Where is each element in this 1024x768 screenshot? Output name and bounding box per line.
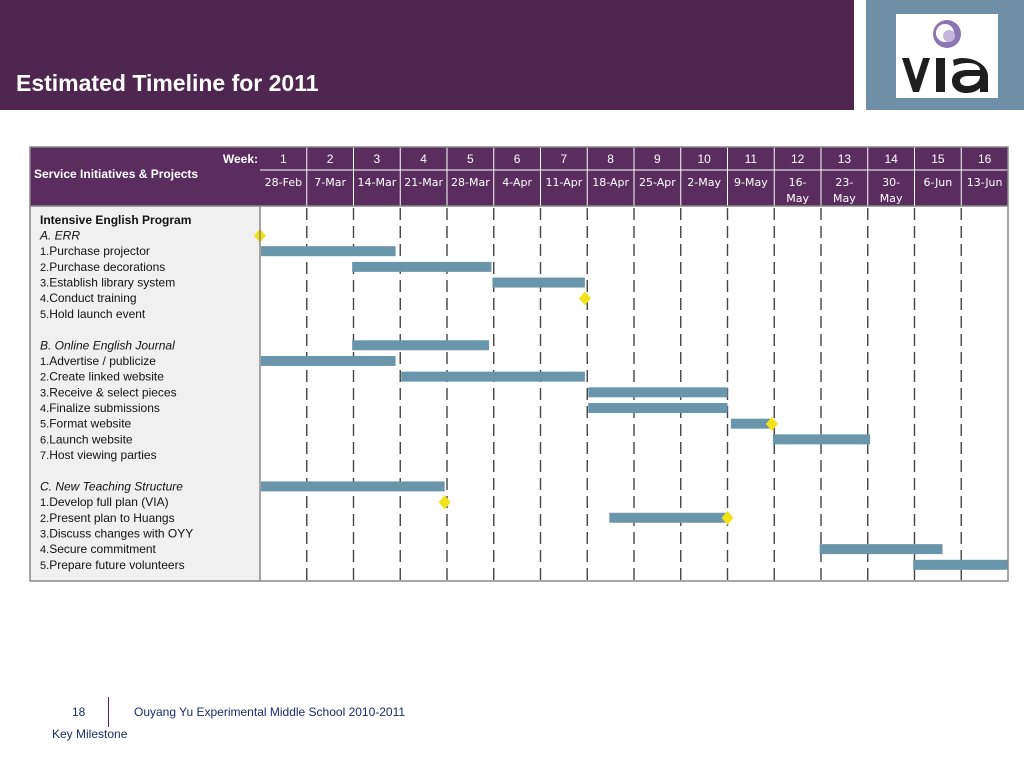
- row-label: B. Online English Journal: [40, 338, 175, 352]
- row-label: 3.Discuss changes with OYY: [40, 526, 193, 540]
- week-date: 18-Apr: [592, 176, 629, 189]
- timeline-bar: [609, 512, 728, 523]
- via-logo-text: [902, 58, 988, 93]
- week-number: 11: [745, 152, 758, 166]
- week-number: 5: [467, 152, 474, 166]
- timeline-bar: [261, 481, 445, 492]
- week-date: 2-May: [687, 176, 721, 189]
- header-banner: [0, 0, 854, 110]
- week-date: 9-May: [734, 176, 768, 189]
- week-number: 16: [978, 152, 992, 166]
- week-number: 8: [607, 152, 614, 166]
- week-number: 14: [884, 152, 898, 166]
- row-label: 4.Finalize submissions: [40, 401, 160, 415]
- week-date: May: [833, 192, 856, 205]
- week-number: 6: [514, 152, 521, 166]
- week-number: 7: [561, 152, 568, 166]
- row-label: 1.Advertise / publicize: [40, 354, 156, 368]
- week-date: 4-Apr: [502, 176, 532, 189]
- week-number: 4: [420, 152, 427, 166]
- week-date: 7-Mar: [314, 176, 346, 189]
- timeline-bar: [492, 277, 585, 288]
- timeline-bar: [730, 418, 772, 429]
- week-date: 14-Mar: [358, 176, 397, 189]
- week-number: 1: [280, 152, 287, 166]
- week-date: 28-Mar: [451, 176, 490, 189]
- timeline-bar: [261, 355, 396, 366]
- week-header-label: Week:: [223, 152, 258, 166]
- week-date: 16-: [789, 176, 807, 189]
- week-date: 25-Apr: [639, 176, 676, 189]
- header-label-cell: [30, 147, 260, 206]
- row-label: A. ERR: [39, 229, 80, 243]
- timeline-bar: [261, 246, 396, 257]
- week-number: 10: [697, 152, 711, 166]
- week-date: 23-: [835, 176, 853, 189]
- week-date: 11-Apr: [545, 176, 582, 189]
- swirl-icon: [933, 20, 961, 48]
- milestone-diamond: [765, 416, 778, 431]
- key-milestone-label: Key Milestone: [52, 727, 128, 741]
- week-number: 12: [791, 152, 805, 166]
- table-border: [29, 146, 1009, 582]
- week-date: May: [786, 192, 809, 205]
- timeline-bar: [588, 403, 728, 413]
- row-label: 4.Conduct training: [40, 291, 137, 305]
- timeline-bar: [772, 434, 871, 445]
- row-label: 4.Secure commitment: [40, 542, 157, 556]
- section-header-label: Service Initiatives & Projects: [34, 167, 198, 181]
- timeline-bar: [588, 387, 728, 398]
- footer-divider: [108, 697, 109, 727]
- row-label: 2.Create linked website: [40, 370, 164, 384]
- row-label: 2.Purchase decorations: [40, 260, 165, 274]
- milestone-diamond: [721, 510, 734, 525]
- milestone-diamond: [578, 291, 591, 306]
- page-number: 18: [72, 705, 86, 719]
- row-label: C. New Teaching Structure: [40, 479, 183, 493]
- week-date: May: [880, 192, 903, 205]
- week-date: 6-Jun: [923, 176, 952, 189]
- row-label: 6.Launch website: [40, 432, 133, 446]
- row-label: Intensive English Program: [40, 213, 191, 227]
- row-label: 1.Purchase projector: [40, 244, 150, 258]
- timeline-bar: [913, 559, 1008, 570]
- row-label: 5.Format website: [40, 417, 132, 431]
- row-label: 1.Develop full plan (VIA): [40, 495, 169, 509]
- row-label: 2.Present plan to Huangs: [40, 511, 175, 525]
- timeline-bar: [819, 544, 943, 555]
- week-date: 28-Feb: [265, 176, 302, 189]
- week-number: 15: [931, 152, 945, 166]
- timeline-bar: [401, 371, 585, 382]
- row-label: 5.Prepare future volunteers: [40, 558, 185, 572]
- milestone-diamond: [438, 495, 451, 510]
- week-number: 9: [654, 152, 661, 166]
- row-label: 3.Establish library system: [40, 276, 175, 290]
- timeline-bar: [352, 261, 492, 272]
- footer-school: Ouyang Yu Experimental Middle School 201…: [134, 705, 406, 719]
- week-number: 2: [327, 152, 334, 166]
- gantt-chart: Week: Service Initiatives & Projects 1 28-F…: [29, 146, 1009, 582]
- label-column: [30, 206, 260, 581]
- timeline-bar: [352, 340, 490, 351]
- week-date: 13-Jun: [967, 176, 1003, 189]
- via-logo: [896, 14, 998, 98]
- row-label: 5.Hold launch event: [40, 307, 146, 321]
- row-label: 3.Receive & select pieces: [40, 385, 177, 399]
- week-date: 21-Mar: [404, 176, 443, 189]
- week-number: 13: [838, 152, 852, 166]
- week-date: 30-: [882, 176, 900, 189]
- row-label: 7.Host viewing parties: [40, 448, 157, 462]
- page-title: Estimated Timeline for 2011: [16, 70, 319, 96]
- week-number: 3: [374, 152, 381, 166]
